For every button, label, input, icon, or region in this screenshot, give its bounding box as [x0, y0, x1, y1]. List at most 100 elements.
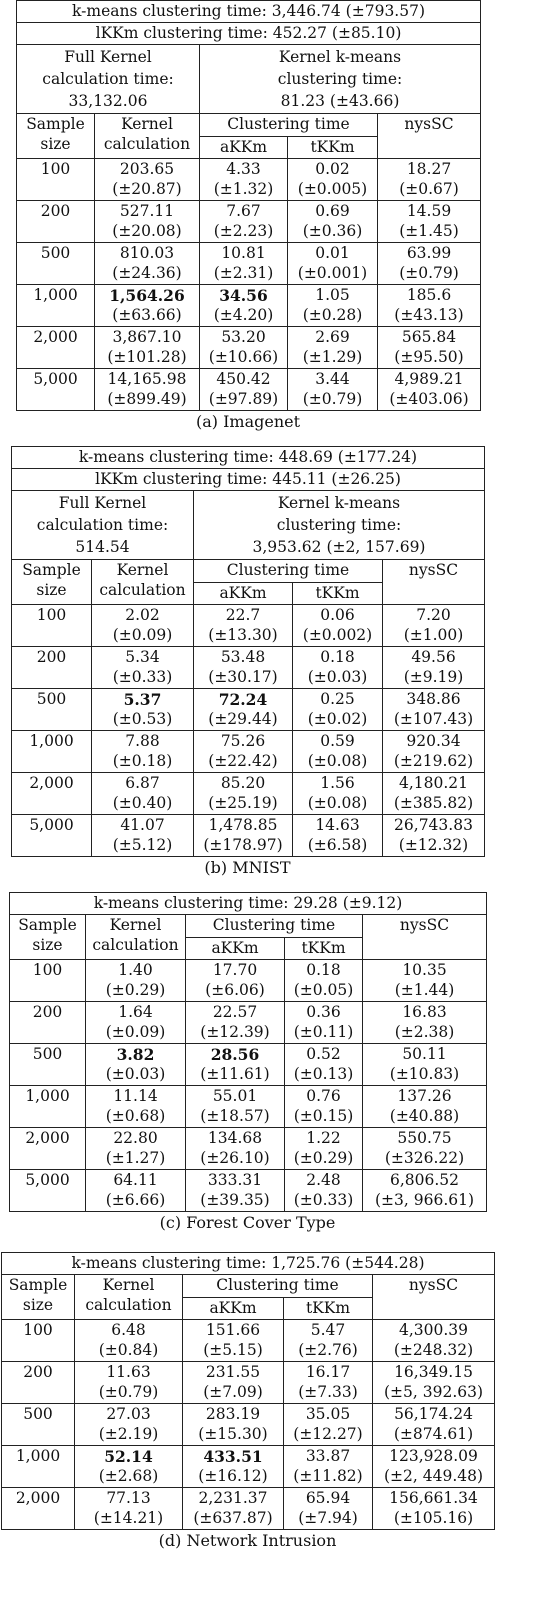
tkkm-cell: 1.22 (±0.29)	[284, 1127, 363, 1170]
table-row: 1,000 7.88 (±0.18) 75.26 (±22.42) 0.59 (±0.08)…	[11, 730, 485, 773]
sample-size-cell: 500	[9, 1043, 86, 1086]
akkm-cell: 10.81 (±2.31)	[199, 242, 288, 285]
sample-size-cell: 500	[11, 688, 92, 731]
nyssc-cell: 49.56 (±9.19)	[382, 646, 485, 689]
table-row: 100 2.02 (±0.09) 22.7 (±13.30) 0.06 (±0.002) 7.…	[11, 604, 485, 647]
kernel-kmeans-cell: Kernel k-means clustering time: 81.23 (±…	[198, 44, 482, 114]
nyssc-cell: 920.34 (±219.62)	[382, 730, 485, 773]
table-caption: (a) Imagenet	[195, 412, 301, 431]
akkm-cell: 22.57 (±12.39)	[185, 1001, 285, 1044]
kmeans-time-row: k-means clustering time: 448.69 (±177.24…	[11, 446, 485, 469]
akkm-cell: 72.24 (±29.44)	[193, 688, 293, 731]
header-clustering-time: Clustering time	[182, 1274, 373, 1298]
table-row: 1,000 52.14 (±2.68) 433.51 (±16.12) 33.87 (±11…	[1, 1445, 496, 1488]
kernel-calculation-cell: 11.14 (±0.68)	[85, 1085, 186, 1128]
tkkm-cell: 0.25 (±0.02)	[292, 688, 383, 731]
kernel-calculation-cell: 27.03 (±2.19)	[74, 1403, 183, 1446]
table-caption: (b) MNIST	[204, 858, 291, 877]
lkkm-time-row: lKKm clustering time: 445.11 (±26.25)	[11, 468, 485, 491]
nyssc-cell: 16.83 (±2.38)	[361, 1001, 488, 1044]
full-kernel-cell: Full Kernel calculation time: 514.54	[11, 490, 194, 560]
nyssc-cell: 550.75 (±326.22)	[361, 1127, 488, 1170]
nyssc-cell: 137.26 (±40.88)	[361, 1085, 488, 1128]
full-kernel-cell: Full Kernel calculation time: 33,132.06	[16, 44, 200, 114]
nyssc-cell: 10.35 (±1.44)	[361, 959, 488, 1002]
nyssc-cell: 185.6 (±43.13)	[376, 284, 482, 327]
kernel-calculation-cell: 6.87 (±0.40)	[91, 772, 194, 815]
akkm-cell: 4.33 (±1.32)	[199, 158, 288, 201]
lkkm-time-row: lKKm clustering time: 452.27 (±85.10)	[15, 22, 482, 45]
header-sample-size: Sample size	[11, 559, 92, 605]
table-row: 500 3.82 (±0.03) 28.56 (±11.61) 0.52 (±0.13) 50…	[9, 1043, 488, 1086]
kernel-calculation-cell: 6.48 (±0.84)	[74, 1319, 183, 1362]
header-sample-size: Sample size	[9, 914, 86, 960]
tkkm-cell: 0.01 (±0.001)	[287, 242, 378, 285]
header-nyssc: nysSC	[361, 914, 488, 960]
kernel-kmeans-cell: Kernel k-means clustering time: 3,953.62…	[193, 490, 485, 560]
sample-size-cell: 100	[1, 1319, 75, 1362]
sample-size-cell: 200	[16, 200, 95, 243]
sample-size-cell: 100	[16, 158, 95, 201]
kmeans-time-row: k-means clustering time: 3,446.74 (±793.…	[15, 0, 482, 23]
tkkm-cell: 0.18 (±0.03)	[292, 646, 383, 689]
table-row: 2,000 22.80 (±1.27) 134.68 (±26.10) 1.22 (±0.2…	[9, 1127, 488, 1170]
nyssc-cell: 14.59 (±1.45)	[376, 200, 482, 243]
kernel-calculation-cell: 203.65 (±20.87)	[94, 158, 200, 201]
akkm-cell: 151.66 (±5.15)	[182, 1319, 284, 1362]
kernel-calculation-cell: 64.11 (±6.66)	[85, 1169, 186, 1212]
header-akkm: aKKm	[182, 1296, 284, 1320]
akkm-cell: 433.51 (±16.12)	[182, 1445, 284, 1488]
header-nyssc: nysSC	[371, 1274, 496, 1320]
nyssc-cell: 4,180.21 (±385.82)	[382, 772, 485, 815]
kernel-calculation-cell: 77.13 (±14.21)	[74, 1487, 183, 1530]
akkm-cell: 283.19 (±15.30)	[182, 1403, 284, 1446]
kmeans-time-row: k-means clustering time: 29.28 (±9.12)	[8, 892, 488, 915]
header-kernel-calculation: Kernel calculation	[91, 559, 194, 605]
header-akkm: aKKm	[199, 135, 288, 159]
akkm-cell: 53.20 (±10.66)	[199, 326, 288, 369]
header-sample-size: Sample size	[1, 1274, 75, 1320]
header-akkm: aKKm	[193, 581, 293, 605]
tkkm-cell: 1.05 (±0.28)	[287, 284, 378, 327]
header-tkkm: tKKm	[284, 936, 363, 960]
table-row: 200 5.34 (±0.33) 53.48 (±30.17) 0.18 (±0.03) 49…	[11, 646, 485, 689]
table-row: 2,000 77.13 (±14.21) 2,231.37 (±637.87) 65.94…	[1, 1487, 496, 1530]
akkm-cell: 1,478.85 (±178.97)	[193, 814, 293, 857]
tkkm-cell: 1.56 (±0.08)	[292, 772, 383, 815]
kernel-calculation-cell: 41.07 (±5.12)	[91, 814, 194, 857]
tkkm-cell: 0.06 (±0.002)	[292, 604, 383, 647]
kernel-calculation-cell: 11.63 (±0.79)	[74, 1361, 183, 1404]
tkkm-cell: 35.05 (±12.27)	[283, 1403, 373, 1446]
akkm-cell: 55.01 (±18.57)	[185, 1085, 285, 1128]
akkm-cell: 34.56 (±4.20)	[199, 284, 288, 327]
tkkm-cell: 0.18 (±0.05)	[284, 959, 363, 1002]
sample-size-cell: 2,000	[9, 1127, 86, 1170]
table-row: 1,000 1,564.26 (±63.66) 34.56 (±4.20) 1.05 (±0…	[16, 284, 482, 327]
table-row: 200 11.63 (±0.79) 231.55 (±7.09) 16.17 (±7.33)…	[1, 1361, 496, 1404]
nyssc-cell: 4,989.21 (±403.06)	[376, 368, 482, 411]
results-table-imagenet: k-means clustering time: 3,446.74 (±793.…	[15, 0, 482, 411]
akkm-cell: 17.70 (±6.06)	[185, 959, 285, 1002]
kernel-calculation-cell: 22.80 (±1.27)	[85, 1127, 186, 1170]
header-clustering-time: Clustering time	[199, 113, 378, 137]
sample-size-cell: 100	[9, 959, 86, 1002]
tkkm-cell: 2.69 (±1.29)	[287, 326, 378, 369]
akkm-cell: 28.56 (±11.61)	[185, 1043, 285, 1086]
tkkm-cell: 3.44 (±0.79)	[287, 368, 378, 411]
nyssc-cell: 26,743.83 (±12.32)	[382, 814, 485, 857]
kernel-calculation-cell: 3.82 (±0.03)	[85, 1043, 186, 1086]
kernel-calculation-cell: 1.40 (±0.29)	[85, 959, 186, 1002]
table-row: 2,000 6.87 (±0.40) 85.20 (±25.19) 1.56 (±0.08)…	[11, 772, 485, 815]
tkkm-cell: 16.17 (±7.33)	[283, 1361, 373, 1404]
sample-size-cell: 2,000	[11, 772, 92, 815]
sample-size-cell: 5,000	[16, 368, 95, 411]
akkm-cell: 22.7 (±13.30)	[193, 604, 293, 647]
sample-size-cell: 1,000	[9, 1085, 86, 1128]
sample-size-cell: 200	[9, 1001, 86, 1044]
table-caption: (d) Network Intrusion	[158, 1531, 337, 1550]
header-nyssc: nysSC	[376, 113, 482, 159]
kernel-calculation-cell: 2.02 (±0.09)	[91, 604, 194, 647]
akkm-cell: 85.20 (±25.19)	[193, 772, 293, 815]
nyssc-cell: 56,174.24 (±874.61)	[371, 1403, 496, 1446]
kernel-calculation-cell: 527.11 (±20.08)	[94, 200, 200, 243]
